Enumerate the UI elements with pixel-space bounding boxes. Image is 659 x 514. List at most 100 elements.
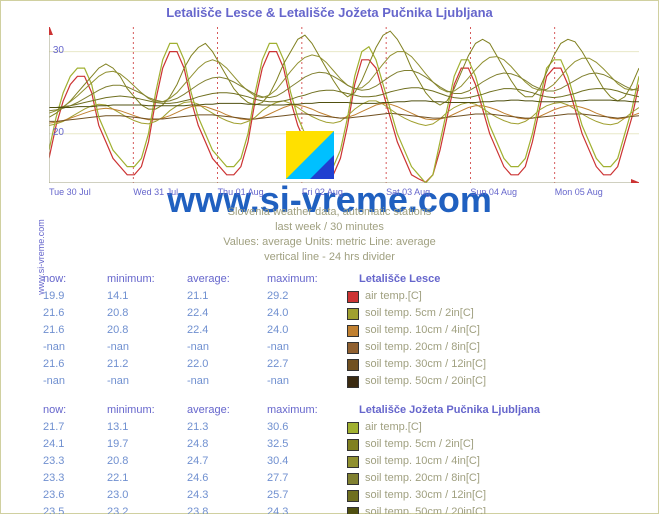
legend-swatch	[347, 359, 359, 371]
legend-swatch	[347, 342, 359, 354]
cell-avg: 24.7	[187, 453, 267, 470]
y-tick-label: 30	[34, 45, 64, 56]
table-row: -nan-nan-nan-nansoil temp. 20cm / 8in[C]	[43, 339, 540, 356]
cell-avg: 21.3	[187, 419, 267, 436]
legend-label: soil temp. 5cm / 2in[C]	[365, 436, 474, 453]
table-row: 23.523.223.824.3soil temp. 50cm / 20in[C…	[43, 504, 540, 514]
cell-now: 21.7	[43, 419, 107, 436]
chart-container: www.si-vreme.com Letališče Lesce & Letal…	[0, 0, 659, 514]
table-row: 21.713.121.330.6 air temp.[C]	[43, 419, 540, 436]
legend-swatch	[347, 291, 359, 303]
col-header-now: now:	[43, 402, 107, 419]
table-row: 21.620.822.424.0 soil temp. 10cm / 4in[C]	[43, 322, 540, 339]
col-header-avg: average:	[187, 271, 267, 288]
meta-line-2: last week / 30 minutes	[1, 220, 658, 235]
cell-max: 24.3	[267, 504, 347, 514]
table-row: 21.620.822.424.0soil temp. 5cm / 2in[C]	[43, 305, 540, 322]
legend-swatch	[347, 439, 359, 451]
cell-avg: -nan	[187, 373, 267, 390]
col-header-max: maximum:	[267, 271, 347, 288]
cell-min: 21.2	[107, 356, 187, 373]
cell-now: 21.6	[43, 305, 107, 322]
cell-avg: 24.3	[187, 487, 267, 504]
data-tables: now:minimum:average:maximum:Letališče Le…	[43, 271, 540, 514]
chart-title: Letališče Lesce & Letališče Jožeta Pučni…	[1, 5, 658, 20]
cell-max: 30.6	[267, 419, 347, 436]
cell-now: 23.5	[43, 504, 107, 514]
table-group-title: Letališče Jožeta Pučnika Ljubljana	[359, 402, 540, 419]
x-tick-label: Tue 30 Jul	[49, 187, 133, 197]
table-row: 23.322.124.627.7soil temp. 20cm / 8in[C]	[43, 470, 540, 487]
cell-now: 23.3	[43, 470, 107, 487]
legend-label: soil temp. 50cm / 20in[C]	[365, 504, 486, 514]
table-group-title: Letališče Lesce	[359, 271, 440, 288]
cell-max: 24.0	[267, 322, 347, 339]
cell-avg: 21.1	[187, 288, 267, 305]
x-tick-label: Sun 04 Aug	[470, 187, 554, 197]
col-header-avg: average:	[187, 402, 267, 419]
legend-swatch	[347, 473, 359, 485]
x-tick-label: Fri 02 Aug	[302, 187, 386, 197]
cell-min: 20.8	[107, 322, 187, 339]
legend-label: soil temp. 10cm / 4in[C]	[365, 322, 480, 339]
cell-now: -nan	[43, 339, 107, 356]
cell-avg: 22.4	[187, 322, 267, 339]
meta-line-1: Slovenia weather data, automatic station…	[1, 205, 658, 220]
legend-label: soil temp. 10cm / 4in[C]	[365, 453, 480, 470]
legend-swatch	[347, 490, 359, 502]
table-row: 19.914.121.129.2air temp.[C]	[43, 288, 540, 305]
cell-min: 13.1	[107, 419, 187, 436]
col-header-max: maximum:	[267, 402, 347, 419]
x-tick-label: Wed 31 Jul	[133, 187, 217, 197]
x-tick-label: Thu 01 Aug	[218, 187, 302, 197]
meta-line-3: Values: average Units: metric Line: aver…	[1, 235, 658, 250]
legend-label: air temp.[C]	[365, 419, 422, 436]
cell-now: 21.6	[43, 322, 107, 339]
cell-min: -nan	[107, 373, 187, 390]
table-group-2: now:minimum:average:maximum:Letališče Jo…	[43, 402, 540, 514]
cell-max: 22.7	[267, 356, 347, 373]
cell-now: -nan	[43, 373, 107, 390]
table-header-row: now:minimum:average:maximum: Letališče Le…	[43, 271, 540, 288]
table-row: 24.119.724.832.5soil temp. 5cm / 2in[C]	[43, 436, 540, 453]
table-row: -nan-nan-nan-nansoil temp. 50cm / 20in[C…	[43, 373, 540, 390]
chart-plot-area	[49, 27, 639, 183]
cell-min: 23.0	[107, 487, 187, 504]
legend-label: soil temp. 20cm / 8in[C]	[365, 339, 480, 356]
logo-svg	[286, 131, 334, 179]
cell-min: 20.8	[107, 453, 187, 470]
legend-swatch	[347, 325, 359, 337]
cell-min: 23.2	[107, 504, 187, 514]
legend-label: soil temp. 30cm / 12in[C]	[365, 356, 486, 373]
table-row: 21.621.222.022.7soil temp. 30cm / 12in[C…	[43, 356, 540, 373]
cell-max: 24.0	[267, 305, 347, 322]
cell-avg: 22.4	[187, 305, 267, 322]
legend-label: soil temp. 50cm / 20in[C]	[365, 373, 486, 390]
legend-label: soil temp. 30cm / 12in[C]	[365, 487, 486, 504]
cell-max: 25.7	[267, 487, 347, 504]
y-tick-label: 20	[34, 127, 64, 138]
legend-label: soil temp. 5cm / 2in[C]	[365, 305, 474, 322]
table-group-1: now:minimum:average:maximum: Letališče Le…	[43, 271, 540, 390]
legend-label: air temp.[C]	[365, 288, 422, 305]
col-header-min: minimum:	[107, 271, 187, 288]
cell-min: -nan	[107, 339, 187, 356]
cell-min: 14.1	[107, 288, 187, 305]
cell-now: 23.3	[43, 453, 107, 470]
cell-max: 29.2	[267, 288, 347, 305]
site-logo	[286, 131, 334, 179]
legend-label: soil temp. 20cm / 8in[C]	[365, 470, 480, 487]
meta-line-4: vertical line - 24 hrs divider	[1, 250, 658, 265]
cell-max: -nan	[267, 373, 347, 390]
x-tick-label: Mon 05 Aug	[555, 187, 639, 197]
cell-min: 19.7	[107, 436, 187, 453]
chart-svg	[49, 27, 639, 183]
legend-swatch	[347, 422, 359, 434]
cell-max: 27.7	[267, 470, 347, 487]
table-row: 23.623.024.325.7soil temp. 30cm / 12in[C…	[43, 487, 540, 504]
cell-now: 21.6	[43, 356, 107, 373]
chart-meta: Slovenia weather data, automatic station…	[1, 205, 658, 265]
legend-swatch	[347, 308, 359, 320]
table-header-row: now:minimum:average:maximum:Letališče Jo…	[43, 402, 540, 419]
col-header-now: now:	[43, 271, 107, 288]
